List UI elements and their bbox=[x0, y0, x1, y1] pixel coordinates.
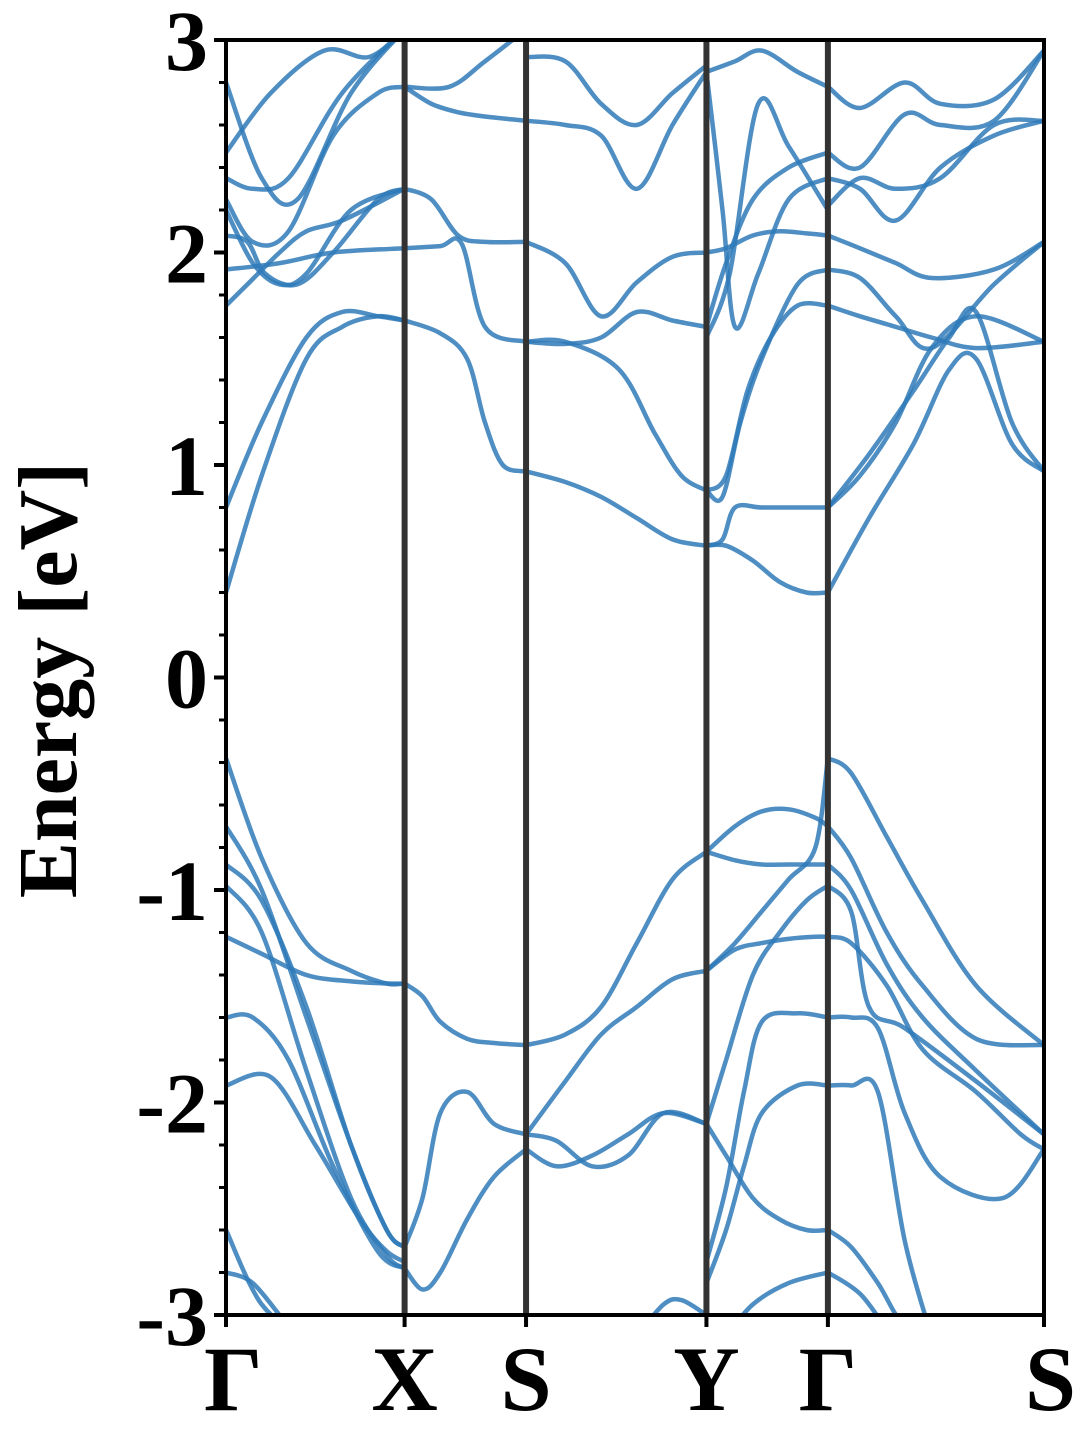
y-tick-label: 3 bbox=[165, 0, 208, 89]
band-line-13 bbox=[403, 318, 527, 474]
band-line-38 bbox=[825, 350, 1044, 594]
band-line-53 bbox=[524, 968, 707, 1136]
band-line-46 bbox=[226, 1071, 406, 1264]
band-line-70 bbox=[827, 934, 1044, 1152]
band-line-24 bbox=[704, 71, 829, 331]
band-line-32 bbox=[827, 118, 1044, 223]
band-line-1 bbox=[226, 40, 398, 207]
band-line-45 bbox=[226, 1012, 406, 1271]
kpoint-label: Y bbox=[673, 1328, 739, 1430]
band-line-55 bbox=[525, 1109, 708, 1170]
band-line-21 bbox=[705, 48, 829, 89]
band-line-74 bbox=[826, 1270, 880, 1315]
y-tick-label: 0 bbox=[165, 631, 208, 727]
band-line-73 bbox=[826, 1228, 899, 1315]
band-line-30 bbox=[826, 49, 1044, 111]
band-line-28 bbox=[705, 301, 829, 493]
band-line-6 bbox=[226, 246, 405, 272]
band-line-3 bbox=[226, 84, 406, 248]
band-line-61 bbox=[704, 1122, 828, 1234]
band-line-39 bbox=[826, 305, 1044, 509]
band-line-5 bbox=[226, 186, 406, 288]
band-line-37 bbox=[826, 314, 1044, 510]
band-line-16 bbox=[525, 239, 707, 319]
kpoint-label: S bbox=[500, 1328, 551, 1430]
band-line-12 bbox=[404, 236, 527, 344]
band-line-66 bbox=[826, 756, 1044, 1047]
band-line-2 bbox=[226, 40, 397, 192]
band-line-9 bbox=[226, 313, 406, 594]
band-line-62 bbox=[704, 883, 830, 1125]
band-line-34 bbox=[827, 233, 1044, 281]
band-line-15 bbox=[525, 70, 709, 192]
y-tick-label: -3 bbox=[136, 1268, 208, 1364]
band-line-14 bbox=[404, 40, 517, 91]
band-line-64 bbox=[704, 1081, 829, 1284]
band-line-52 bbox=[525, 849, 708, 1048]
kpoint-label: S bbox=[1025, 1328, 1076, 1430]
band-line-51 bbox=[402, 1147, 528, 1292]
band-line-20 bbox=[525, 337, 708, 493]
band-line-47 bbox=[226, 1229, 275, 1315]
band-line-63 bbox=[704, 1010, 829, 1263]
band-line-49 bbox=[403, 981, 527, 1048]
band-line-56 bbox=[650, 1296, 708, 1315]
kpoint-label: Γ bbox=[799, 1328, 858, 1430]
band-line-26 bbox=[705, 502, 828, 548]
bands-group bbox=[226, 40, 1044, 1315]
band-line-60 bbox=[704, 757, 831, 973]
y-axis: -3 -2 -1 0 1 2 3 bbox=[136, 0, 226, 1364]
kpoint-label: Γ bbox=[204, 1328, 263, 1430]
band-line-48 bbox=[226, 1270, 283, 1315]
band-line-68 bbox=[826, 862, 1044, 1137]
band-line-29 bbox=[704, 96, 830, 339]
y-tick-label: 1 bbox=[165, 418, 208, 514]
y-tick-label: -2 bbox=[136, 1056, 208, 1152]
band-line-50 bbox=[402, 1089, 527, 1248]
band-line-71 bbox=[827, 1014, 1044, 1202]
band-line-35 bbox=[827, 240, 1044, 351]
band-line-31 bbox=[826, 49, 1044, 172]
y-tick-label: 2 bbox=[165, 206, 208, 302]
band-line-33 bbox=[826, 117, 1044, 208]
y-axis-label: Energy [eV] bbox=[2, 462, 95, 898]
high-symmetry-lines-group bbox=[401, 40, 831, 1315]
band-line-65 bbox=[739, 1270, 829, 1315]
band-line-4 bbox=[226, 186, 406, 288]
band-line-25 bbox=[704, 267, 829, 504]
band-line-57 bbox=[704, 806, 830, 854]
band-line-7 bbox=[226, 186, 406, 308]
kpoint-label: X bbox=[371, 1328, 437, 1430]
y-tick-label: -1 bbox=[136, 843, 208, 939]
band-line-17 bbox=[525, 309, 707, 347]
band-line-43 bbox=[226, 884, 406, 1271]
band-line-27 bbox=[706, 542, 828, 596]
band-line-42 bbox=[226, 862, 407, 1249]
band-line-44 bbox=[226, 934, 405, 986]
band-line-11 bbox=[403, 186, 527, 245]
band-line-10 bbox=[403, 84, 527, 124]
band-line-67 bbox=[826, 824, 1044, 1048]
band-line-69 bbox=[826, 884, 1044, 1137]
band-line-18 bbox=[525, 469, 707, 548]
band-line-72 bbox=[827, 1076, 928, 1315]
band-line-19 bbox=[525, 54, 708, 128]
band-line-8 bbox=[226, 308, 405, 509]
band-line-36 bbox=[827, 303, 1044, 351]
band-line-58 bbox=[705, 849, 828, 868]
